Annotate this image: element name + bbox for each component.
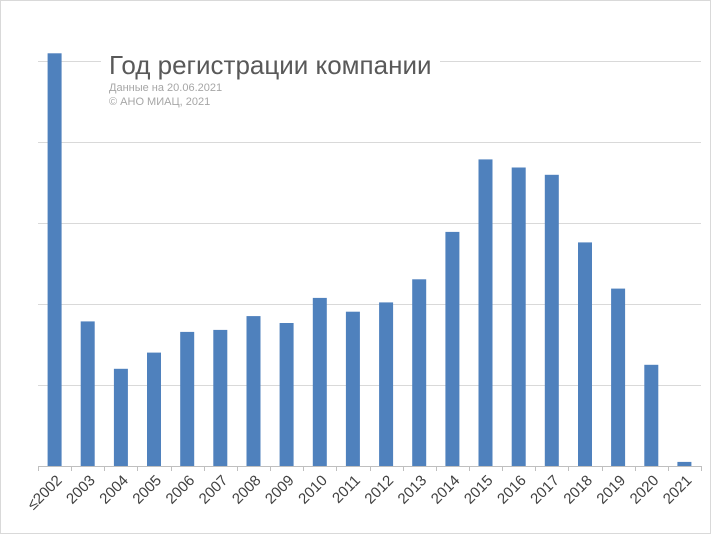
x-tick-labels: ≤200220032004200520062007200820092010201… (24, 472, 695, 513)
bars (47, 53, 692, 467)
bar-2008 (246, 316, 261, 466)
bar-2014 (445, 231, 460, 466)
x-tick-label: 2009 (262, 472, 298, 508)
x-tick-label: 2019 (593, 472, 629, 508)
bar-2013 (412, 279, 427, 466)
chart-subtitle-copyright: © АНО МИАЦ, 2021 (109, 96, 211, 108)
x-tick-label: 2013 (395, 472, 431, 508)
x-axis (38, 466, 702, 471)
x-tick-label: 2005 (129, 472, 165, 508)
bar-2005 (147, 352, 161, 466)
bar-2015 (478, 159, 493, 466)
bar-≤2002 (47, 53, 62, 467)
x-tick-label: 2021 (660, 472, 696, 508)
bar-2009 (279, 323, 294, 466)
bar-2021 (677, 461, 692, 466)
bar-2011 (345, 311, 360, 466)
x-tick-label: 2003 (63, 472, 99, 508)
bar-2006 (180, 331, 195, 466)
x-tick-label: ≤2002 (24, 472, 65, 513)
x-tick-label: 2010 (295, 472, 331, 508)
x-tick-label: 2014 (428, 472, 464, 508)
x-tick-label: 2015 (461, 472, 497, 508)
bar-2018 (578, 242, 592, 466)
chart-subtitle-date: Данные на 20.06.2021 (109, 82, 223, 94)
x-tick-label: 2006 (163, 472, 199, 508)
bar-2016 (511, 167, 526, 466)
bar-2004 (113, 368, 128, 466)
bar-2003 (80, 321, 95, 466)
bar-2012 (379, 302, 394, 466)
title-block: Год регистрации компании Данные на 20.06… (101, 45, 440, 111)
x-tick-label: 2004 (96, 472, 132, 508)
x-tick-label: 2012 (361, 472, 397, 508)
x-tick-label: 2008 (229, 472, 265, 508)
x-tick-label: 2011 (329, 472, 364, 507)
bar-2017 (544, 174, 559, 467)
x-tick-label: 2020 (627, 472, 663, 508)
x-tick-label: 2007 (196, 472, 232, 508)
bar-2019 (611, 288, 626, 466)
x-tick-label: 2017 (527, 472, 563, 508)
bar-2020 (644, 364, 659, 467)
bar-2007 (213, 329, 228, 466)
x-tick-label: 2016 (494, 472, 530, 508)
chart-title: Год регистрации компании (109, 50, 432, 80)
bar-2010 (312, 297, 327, 466)
x-tick-label: 2018 (560, 472, 596, 508)
